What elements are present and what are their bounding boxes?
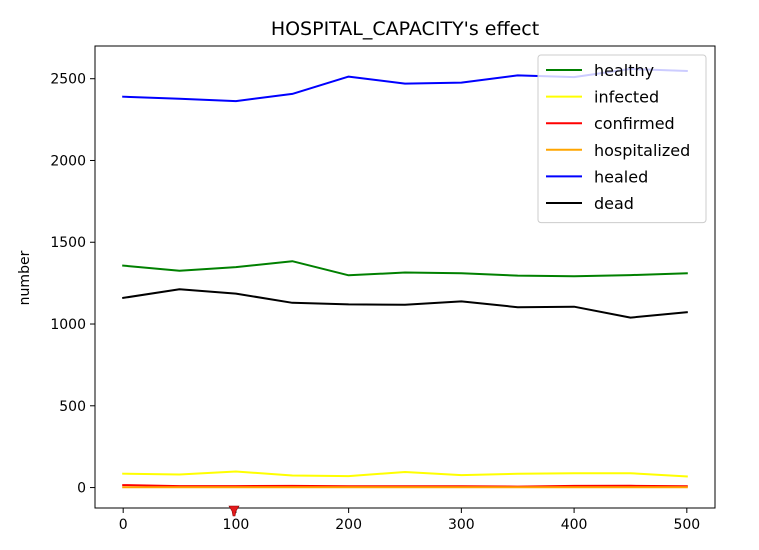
plot-area: 0 100 200 300 400 500 0 500 1000 1500 2000 2500 <box>50 45 716 533</box>
y-tick-label-500: 500 <box>59 399 86 415</box>
x-tick-label-0: 0 <box>119 517 128 533</box>
y-tick-label-1000: 1000 <box>50 317 86 333</box>
legend-label-healthy: healthy <box>594 61 654 80</box>
y-tick-label-2500: 2500 <box>50 72 86 88</box>
y-axis-label: number <box>17 250 33 305</box>
legend-label-healed: healed <box>594 167 648 186</box>
x-tick-label-200: 200 <box>335 517 362 533</box>
legend: healthy infected confirmed hospitalized heal… <box>537 54 707 224</box>
x-tick-label-100: 100 <box>223 517 250 533</box>
legend-label-hospitalized: hospitalized <box>594 141 690 160</box>
x-tick-label-400: 400 <box>561 517 588 533</box>
axes-frame <box>94 45 716 509</box>
y-tick-label-0: 0 <box>77 481 86 497</box>
cursor-icon <box>228 505 240 517</box>
x-tick-label-300: 300 <box>448 517 475 533</box>
series-line-dead <box>122 288 688 319</box>
legend-label-dead: dead <box>594 194 634 213</box>
chart-title: HOSPITAL_CAPACITY's effect <box>271 18 539 40</box>
legend-label-confirmed: confirmed <box>594 114 675 133</box>
y-tick-label-2000: 2000 <box>50 153 86 169</box>
y-tick-label-1500: 1500 <box>50 235 86 251</box>
x-tick-label-500: 500 <box>673 517 700 533</box>
cursor-pointer <box>228 505 240 517</box>
legend-label-infected: infected <box>594 88 659 107</box>
series-line-infected <box>122 470 688 478</box>
series-line-healthy <box>122 260 688 278</box>
